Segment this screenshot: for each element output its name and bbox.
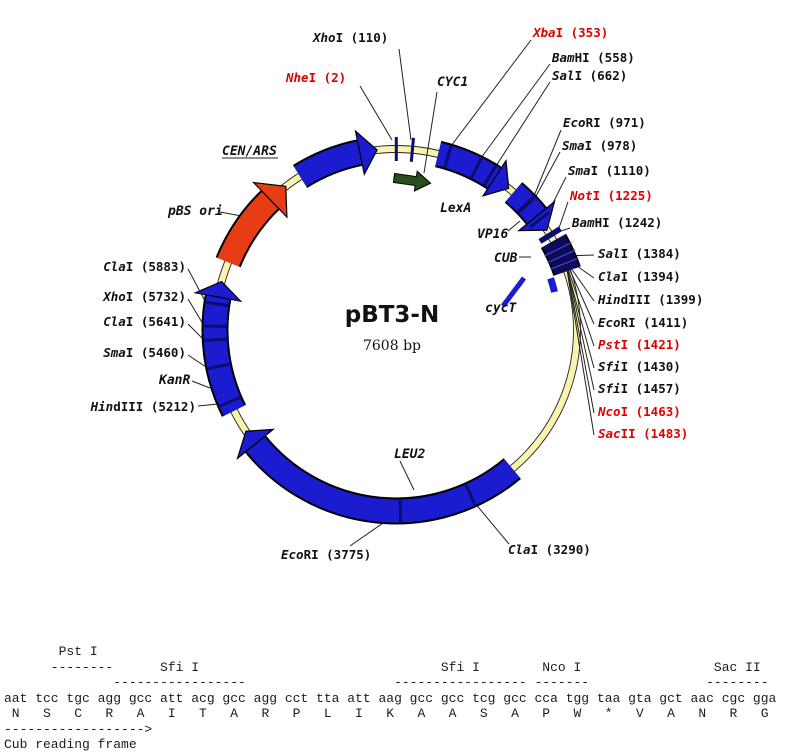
mcs-sequence-panel: Pst I -------- Sfi I Sfi I Nco I Sac II … xyxy=(4,644,776,753)
feature-leu2 xyxy=(236,428,521,525)
site-label-clai-1394: ClaI (1394) xyxy=(598,269,681,284)
gene-label-pbs-ori: pBS ori xyxy=(167,204,223,219)
site-ruler-row-1: -------- Sfi I Sfi I Nco I Sac II xyxy=(4,659,761,675)
site-label-sfii-1457: SfiI (1457) xyxy=(598,381,681,396)
site-label-smai-978: SmaI (978) xyxy=(562,138,637,153)
site-label-clai-3290: ClaI (3290) xyxy=(508,542,591,557)
site-label-xhoi-5732: XhoI (5732) xyxy=(102,289,186,304)
site-label-smai-1110: SmaI (1110) xyxy=(568,163,651,178)
gene-label-cyc1: CYC1 xyxy=(437,75,468,90)
site-label-smai-5460: SmaI (5460) xyxy=(103,345,186,360)
gene-label-kanr: KanR xyxy=(158,373,190,388)
gene-label-cub: CUB xyxy=(494,251,518,266)
site-label-clai-5883: ClaI (5883) xyxy=(103,259,186,274)
site-label-hindiii-1399: HindIII (1399) xyxy=(597,292,703,307)
site-label-sali-662: SalI (662) xyxy=(552,68,627,83)
site-label-hindiii-5212: HindIII (5212) xyxy=(90,399,196,414)
site-label-bamhi-1242: BamHI (1242) xyxy=(571,215,662,230)
gene-label-lexa: LexA xyxy=(440,201,471,216)
pst1-site-label: Pst I xyxy=(4,644,98,659)
gene-label-cyct: cycT xyxy=(485,301,517,316)
site-label-sacii-1483: SacII (1483) xyxy=(598,426,688,441)
site-label-xhoi-110: XhoI (110) xyxy=(312,30,388,45)
plasmid-size: 7608 bp xyxy=(363,338,421,354)
site-label-clai-5641: ClaI (5641) xyxy=(103,314,186,329)
protein-translation: N S C R A I T A R P L I K A A S A P W * … xyxy=(4,706,769,721)
site-label-sfii-1430: SfiI (1430) xyxy=(598,359,681,374)
site-label-ncoi-1463: NcoI (1463) xyxy=(597,404,681,419)
gene-label-cen-ars: CEN/ARS xyxy=(222,144,277,159)
site-label-noti-1225: NotI (1225) xyxy=(569,188,653,203)
leader-lines xyxy=(187,39,595,547)
feature-cyc1-promoter-arrow xyxy=(392,170,432,192)
feature-kanr xyxy=(193,280,247,417)
plasmid-map: pBT3-N 7608 bp CEN/ARS pBS ori CYC1 LexA… xyxy=(90,25,704,562)
site-ruler-row-2: ----------------- ----------------- ----… xyxy=(4,675,769,690)
plasmid-title: pBT3-N xyxy=(345,302,439,328)
reading-frame-arrow: ------------------> xyxy=(4,721,153,737)
gene-label-vp16: VP16 xyxy=(477,227,508,242)
gene-label-leu2: LEU2 xyxy=(394,447,425,462)
site-label-ecori-1411: EcoRI (1411) xyxy=(598,315,688,330)
feature-terminator-bar xyxy=(547,277,558,293)
feature-pbs-ori xyxy=(215,181,288,268)
site-label-bamhi-558: BamHI (558) xyxy=(551,50,635,65)
site-label-psti-1421: PstI (1421) xyxy=(598,337,681,352)
restriction-site-ticks xyxy=(202,137,562,523)
site-label-nhei-2: NheI (2) xyxy=(285,70,346,85)
site-label-ecori-971: EcoRI (971) xyxy=(563,115,646,130)
reading-frame-label: Cub reading frame xyxy=(4,737,137,752)
plasmid-map-svg: pBT3-N 7608 bp CEN/ARS pBS ori CYC1 LexA… xyxy=(90,25,704,562)
feature-cyct xyxy=(501,276,526,308)
site-label-sali-1384: SalI (1384) xyxy=(598,246,681,261)
site-label-ecori-3775: EcoRI (3775) xyxy=(281,547,371,562)
dna-sequence: aat tcc tgc agg gcc att acg gcc agg cct … xyxy=(4,690,777,706)
feature-lexa xyxy=(434,140,510,197)
feature-cen-ars xyxy=(292,129,378,189)
site-label-xbai-353: XbaI (353) xyxy=(532,25,608,40)
feature-cub xyxy=(540,233,581,277)
